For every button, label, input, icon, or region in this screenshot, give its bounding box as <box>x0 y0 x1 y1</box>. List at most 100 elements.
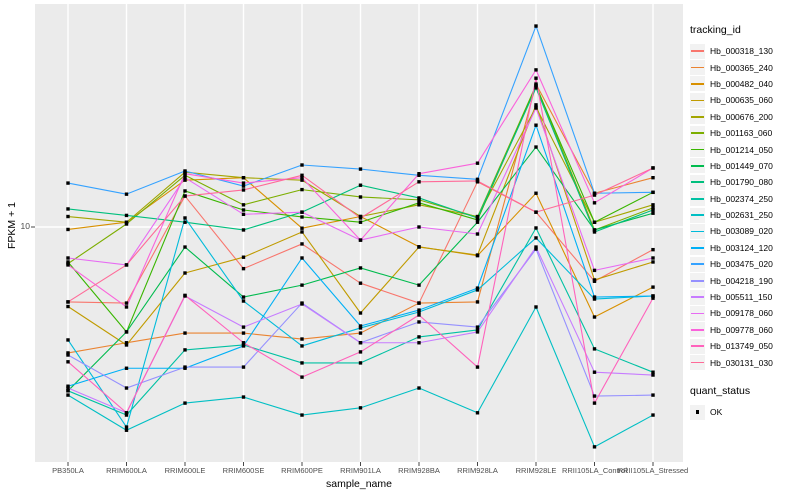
data-point-square <box>183 175 187 180</box>
data-point-square <box>241 344 246 348</box>
legend-label: Hb_003475_020 <box>710 259 773 270</box>
data-point-square <box>300 283 304 287</box>
data-point-square <box>66 389 70 393</box>
data-point-square <box>534 305 538 309</box>
data-point-square <box>475 161 480 165</box>
data-point-square <box>66 227 70 232</box>
data-point-square <box>417 308 421 312</box>
data-point-square <box>66 263 70 267</box>
data-point-square <box>651 208 655 212</box>
legend-item-Hb_005511_150: Hb_005511_150 <box>690 289 800 305</box>
data-point-square <box>358 216 363 220</box>
y-axis-title: FPKM + 1 <box>6 202 18 249</box>
data-point-square <box>241 228 246 232</box>
data-point-square <box>358 361 363 365</box>
legend-item-Hb_000482_040: Hb_000482_040 <box>690 76 800 92</box>
data-point-square <box>124 341 129 345</box>
data-point-square <box>592 230 597 234</box>
legend-label: Hb_001790_080 <box>710 177 773 188</box>
data-point-square <box>241 208 246 212</box>
data-point-square <box>358 281 363 285</box>
data-point-square <box>124 305 129 309</box>
data-point-square <box>183 331 187 335</box>
data-point-square <box>358 167 363 171</box>
data-point-square <box>300 226 304 230</box>
legend-label: Hb_005511_150 <box>710 292 773 303</box>
data-point-square <box>651 373 655 377</box>
legend-item-Hb_000635_060: Hb_000635_060 <box>690 92 800 108</box>
panel-background <box>35 4 683 462</box>
data-point-square <box>417 245 421 249</box>
data-point-square <box>300 256 304 260</box>
legend-line-key-icon <box>690 322 705 338</box>
data-point-square <box>241 175 246 180</box>
legend-line-key-icon <box>690 289 705 305</box>
data-point-square <box>651 413 655 417</box>
legend-label: Hb_000318_130 <box>710 46 773 57</box>
data-point-square <box>300 337 304 341</box>
data-point-square <box>183 172 187 176</box>
data-point-square <box>358 311 363 315</box>
data-point-square <box>651 294 655 298</box>
data-point-square <box>300 163 304 167</box>
data-point-square <box>124 428 129 432</box>
data-point-square <box>183 189 187 193</box>
data-point-square <box>66 338 70 342</box>
data-point-square <box>358 266 363 270</box>
legend-item-Hb_001790_080: Hb_001790_080 <box>690 174 800 190</box>
data-point-square <box>183 220 187 224</box>
data-point-square <box>300 230 304 234</box>
data-point-square <box>66 256 70 260</box>
data-point-square <box>651 285 655 289</box>
data-point-square <box>358 195 363 199</box>
legend-line-key-icon <box>690 207 705 223</box>
legend-title-tracking-id: tracking_id <box>690 24 741 36</box>
data-point-square <box>534 68 538 72</box>
data-point-square <box>592 268 597 273</box>
data-point-square <box>241 255 246 259</box>
x-tick-label-RRIM600LE: RRIM600LE <box>164 466 206 475</box>
data-point-square <box>124 330 129 334</box>
data-point-square <box>592 278 597 282</box>
data-point-square <box>475 328 480 332</box>
legend-label: Hb_001449_070 <box>710 160 773 171</box>
data-point-square <box>183 293 187 298</box>
legend-label: Hb_009178_060 <box>710 308 773 319</box>
data-point-square <box>592 370 597 374</box>
data-point-square <box>124 222 129 226</box>
data-point-square <box>475 216 480 220</box>
legend-label: Hb_003124_120 <box>710 242 773 253</box>
legend-item-Hb_009178_060: Hb_009178_060 <box>690 305 800 321</box>
data-point-square <box>534 103 538 107</box>
legend-label: Hb_003089_020 <box>710 226 773 237</box>
data-point-square <box>124 343 129 347</box>
data-point-square <box>241 181 246 185</box>
legend-label: Hb_009778_060 <box>710 324 773 335</box>
data-point-square <box>592 191 597 195</box>
legend-label: Hb_002374_250 <box>710 193 773 204</box>
data-point-square <box>300 175 304 180</box>
data-point-square <box>241 325 246 329</box>
data-point-square <box>475 232 480 236</box>
legend-label: Hb_013749_050 <box>710 341 773 352</box>
data-point-square <box>124 213 129 218</box>
data-point-square <box>183 348 187 352</box>
data-point-square <box>475 218 480 222</box>
data-point-square <box>534 247 538 251</box>
data-point-square <box>124 425 129 429</box>
data-point-square <box>417 283 421 287</box>
x-tick-label-RRIM928BA: RRIM928BA <box>398 466 440 475</box>
data-point-square <box>592 315 597 319</box>
data-point-square <box>651 260 655 264</box>
data-point-square <box>417 335 421 339</box>
data-point-square <box>592 228 597 232</box>
data-point-square <box>475 179 480 183</box>
data-point-square <box>651 370 655 374</box>
data-point-square <box>66 214 70 219</box>
legend-item-Hb_030131_030: Hb_030131_030 <box>690 354 800 371</box>
legend-line-key-icon <box>690 43 705 59</box>
data-point-square <box>592 445 597 449</box>
data-point-square <box>475 365 480 369</box>
data-point-square <box>417 341 421 345</box>
legend-item-Hb_001163_060: Hb_001163_060 <box>690 125 800 141</box>
